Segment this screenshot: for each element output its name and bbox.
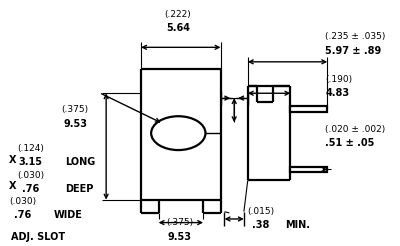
Text: 5.97 ± .89: 5.97 ± .89 <box>325 46 382 56</box>
Text: 3.15: 3.15 <box>18 157 42 167</box>
Text: 4.83: 4.83 <box>325 88 350 98</box>
Text: MIN.: MIN. <box>285 220 310 230</box>
Text: X: X <box>9 182 17 191</box>
Text: LONG: LONG <box>66 157 96 167</box>
Text: .38: .38 <box>252 220 269 230</box>
Text: ADJ. SLOT: ADJ. SLOT <box>11 232 65 242</box>
Text: .51 ± .05: .51 ± .05 <box>325 138 375 148</box>
Text: (.020 ± .002): (.020 ± .002) <box>325 125 386 134</box>
Bar <box>290 106 327 112</box>
Text: (.015): (.015) <box>247 207 274 216</box>
Text: (.375): (.375) <box>62 105 89 114</box>
Bar <box>290 167 327 172</box>
Text: (.375): (.375) <box>166 218 194 227</box>
Text: X: X <box>9 155 17 165</box>
Text: DEEP: DEEP <box>66 184 94 194</box>
Text: WIDE: WIDE <box>54 211 83 220</box>
Text: (.235 ± .035): (.235 ± .035) <box>325 31 386 41</box>
Text: 5.64: 5.64 <box>166 23 190 33</box>
Text: 9.53: 9.53 <box>168 232 192 242</box>
Circle shape <box>151 116 206 150</box>
Text: (.190): (.190) <box>325 75 352 84</box>
Text: .76: .76 <box>14 211 31 220</box>
Text: (.030): (.030) <box>9 197 36 206</box>
Text: 9.53: 9.53 <box>63 119 87 129</box>
Text: (.124): (.124) <box>17 144 44 153</box>
Text: (.030): (.030) <box>17 171 44 180</box>
Text: (.222): (.222) <box>164 10 191 19</box>
Text: .76: .76 <box>22 184 39 194</box>
